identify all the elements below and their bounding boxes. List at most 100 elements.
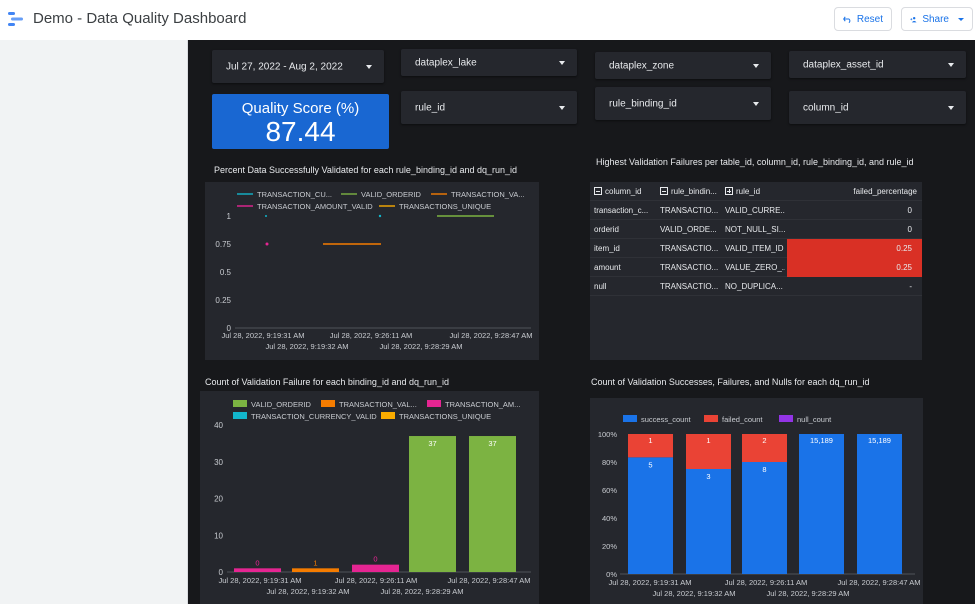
x-tick-label: Jul 28, 2022, 9:19:31 AM xyxy=(609,578,692,587)
chevron-down-icon xyxy=(753,101,759,106)
validation-failures-table[interactable]: column_id rule_bindin... rule_id failed_… xyxy=(590,182,922,360)
rule-filter[interactable]: rule_id xyxy=(401,91,577,124)
table-row[interactable]: orderid VALID_ORDE... NOT_NULL_SI... 0 xyxy=(590,220,922,239)
series-transaction-amount-valid-point xyxy=(265,242,269,246)
stacked-bar-chart: success_count failed_count null_count 0% 20%… xyxy=(598,415,921,598)
failed-value-label: 2 xyxy=(762,436,766,445)
bar xyxy=(409,436,456,572)
column-id-header[interactable]: column_id xyxy=(594,182,658,201)
y-tick-label: 20 xyxy=(214,495,223,504)
line-chart-panel[interactable]: TRANSACTION_CU... VALID_ORDERID TRANSACTIO… xyxy=(205,182,539,360)
rule-id-header[interactable]: rule_id xyxy=(725,182,785,201)
chevron-down-icon xyxy=(366,64,372,69)
add-person-icon xyxy=(910,16,917,22)
success-value-label: 5 xyxy=(648,460,652,469)
quality-score-scorecard: Quality Score (%) 87.44 xyxy=(212,94,389,149)
share-button[interactable]: Share xyxy=(901,7,973,31)
table-row[interactable]: item_id TRANSACTIO... VALID_ITEM_ID 0.25 xyxy=(590,239,922,258)
table-cell: NOT_NULL_SI... xyxy=(725,225,785,234)
legend-label: TRANSACTIONS_UNIQUE xyxy=(399,412,491,421)
collapse-icon[interactable] xyxy=(594,187,602,195)
failed-percentage-cell: 0 xyxy=(907,225,912,234)
legend-swatch xyxy=(233,412,247,419)
legend-label: TRANSACTION_VAL... xyxy=(339,400,417,409)
failed-bar-segment xyxy=(686,434,731,469)
lake-filter-label: dataplex_lake xyxy=(415,57,477,68)
bar-value-label: 0 xyxy=(255,558,259,567)
chevron-down-icon xyxy=(948,62,954,67)
bar xyxy=(234,568,281,572)
x-tick-label: Jul 28, 2022, 9:28:47 AM xyxy=(838,578,921,587)
chevron-down-icon xyxy=(948,105,954,110)
bar xyxy=(352,564,399,572)
table-cell: VALUE_ZERO_... xyxy=(725,263,785,272)
expand-icon[interactable] xyxy=(725,187,733,195)
table-cell: VALID_CURRE... xyxy=(725,206,785,215)
date-range-control[interactable]: Jul 27, 2022 - Aug 2, 2022 xyxy=(212,50,384,83)
collapse-icon[interactable] xyxy=(660,187,668,195)
failed-percentage-header[interactable]: failed_percentage xyxy=(853,187,917,196)
legend-swatch xyxy=(623,415,637,422)
y-tick-label: 20% xyxy=(602,542,617,551)
success-bar-segment xyxy=(857,434,902,574)
line-chart-title: Percent Data Successfully Validated for … xyxy=(214,165,518,175)
reset-button[interactable]: Reset xyxy=(834,7,892,31)
quality-score-value: 87.44 xyxy=(265,116,336,147)
share-dropdown-icon[interactable] xyxy=(958,17,964,21)
rule-filter-label: rule_id xyxy=(415,102,446,113)
rule-binding-header[interactable]: rule_bindin... xyxy=(660,182,724,201)
table-row[interactable]: amount TRANSACTIO... VALUE_ZERO_... 0.25 xyxy=(590,258,922,277)
table-cell: orderid xyxy=(594,225,619,234)
date-range-label: Jul 27, 2022 - Aug 2, 2022 xyxy=(226,61,343,72)
legend-label: failed_count xyxy=(722,415,763,424)
asset-filter[interactable]: dataplex_asset_id xyxy=(789,51,966,78)
reset-label: Reset xyxy=(856,13,883,25)
table-row[interactable]: transaction_c... TRANSACTIO... VALID_CURRE… xyxy=(590,201,922,220)
failed-value-label: 1 xyxy=(648,436,652,445)
y-tick-label: 0% xyxy=(606,570,617,579)
success-value-label: 8 xyxy=(762,465,766,474)
legend-label: TRANSACTIONS_UNIQUE xyxy=(399,202,491,211)
x-tick-label: Jul 28, 2022, 9:19:32 AM xyxy=(653,589,736,598)
share-label: Share xyxy=(922,13,949,25)
y-tick-label: 0 xyxy=(227,324,232,333)
x-tick-label: Jul 28, 2022, 9:26:11 AM xyxy=(335,576,417,585)
column-filter-label: column_id xyxy=(803,102,849,113)
bar-value-label: 37 xyxy=(428,439,436,448)
success-bar-segment xyxy=(742,462,787,574)
bar-value-label: 0 xyxy=(373,555,377,564)
failed-bar-segment xyxy=(742,434,787,462)
success-value-label: 15,189 xyxy=(810,436,833,445)
zone-filter[interactable]: dataplex_zone xyxy=(595,52,771,79)
line-chart: TRANSACTION_CU... VALID_ORDERID TRANSACTIO… xyxy=(215,190,532,351)
success-value-label: 3 xyxy=(706,472,710,481)
failure-count-chart-panel[interactable]: VALID_ORDERID TRANSACTION_VAL... TRANSACTI… xyxy=(200,391,539,604)
column-filter[interactable]: column_id xyxy=(789,91,966,124)
x-tick-label: Jul 28, 2022, 9:19:32 AM xyxy=(267,587,350,596)
legend-label: TRANSACTION_VA... xyxy=(451,190,525,199)
failed-percentage-cell: - xyxy=(909,282,912,291)
success-failure-chart-panel[interactable]: success_count failed_count null_count 0% 20%… xyxy=(590,398,923,604)
binding-filter-label: rule_binding_id xyxy=(609,98,677,109)
table-cell: VALID_ORDE... xyxy=(660,225,717,234)
x-tick-label: Jul 28, 2022, 9:28:29 AM xyxy=(380,342,463,351)
failed-value-label: 1 xyxy=(706,436,710,445)
bar-value-label: 37 xyxy=(488,439,496,448)
x-tick-label: Jul 28, 2022, 9:26:11 AM xyxy=(725,578,807,587)
success-bar-segment xyxy=(799,434,844,574)
y-tick-label: 40 xyxy=(214,421,223,430)
bar-value-label: 1 xyxy=(313,558,317,567)
report-canvas: Jul 27, 2022 - Aug 2, 2022 dataplex_lake… xyxy=(188,40,975,604)
legend-label: null_count xyxy=(797,415,832,424)
table-row[interactable]: null TRANSACTIO... NO_DUPLICA... - xyxy=(590,277,922,296)
failure-count-chart-title: Count of Validation Failure for each bin… xyxy=(205,377,450,387)
legend-label: TRANSACTION_AMOUNT_VALID xyxy=(257,202,373,211)
binding-filter[interactable]: rule_binding_id xyxy=(595,87,771,120)
x-tick-label: Jul 28, 2022, 9:26:11 AM xyxy=(330,331,412,340)
success-value-label: 15,189 xyxy=(868,436,891,445)
bar xyxy=(292,568,339,572)
looker-studio-logo-icon xyxy=(8,12,23,26)
legend-label: TRANSACTION_CURRENCY_VALID xyxy=(251,412,377,421)
lake-filter[interactable]: dataplex_lake xyxy=(401,49,577,76)
table-header-row: column_id rule_bindin... rule_id failed_… xyxy=(590,182,922,201)
